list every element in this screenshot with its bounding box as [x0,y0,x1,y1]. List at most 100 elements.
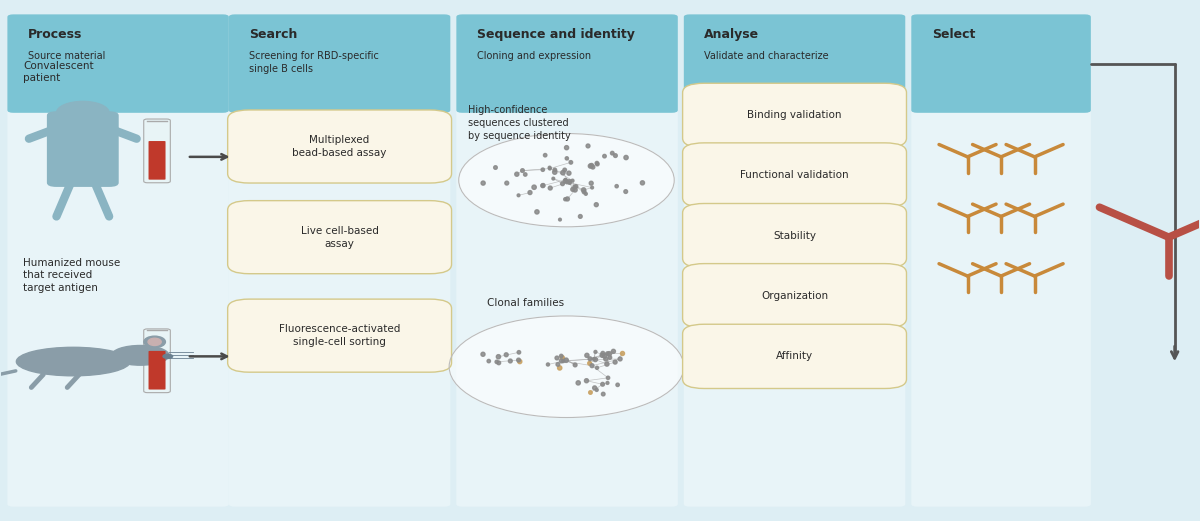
Circle shape [163,354,173,358]
Text: Affinity: Affinity [776,351,814,362]
Point [565,361,584,369]
Point [581,355,600,363]
FancyBboxPatch shape [228,201,451,274]
Text: Stability: Stability [773,231,816,241]
Circle shape [458,133,674,227]
Point [548,360,568,368]
Point [617,153,636,162]
Point [582,162,601,170]
Text: Organization: Organization [761,291,828,301]
Point [595,152,614,160]
Point [545,166,564,174]
Point [509,356,528,364]
Text: Fluorescence-activated
single-cell sorting: Fluorescence-activated single-cell sorti… [278,324,401,347]
Point [563,185,582,193]
FancyBboxPatch shape [229,15,450,506]
Point [527,208,546,216]
FancyBboxPatch shape [228,110,451,183]
FancyBboxPatch shape [47,111,119,187]
FancyBboxPatch shape [7,15,229,113]
Point [487,358,506,366]
Point [602,149,622,157]
FancyBboxPatch shape [683,264,906,328]
Text: Screening for RBD-specific
single B cells: Screening for RBD-specific single B cell… [250,51,379,74]
Point [556,176,575,184]
Point [559,169,578,177]
Text: Functional validation: Functional validation [740,170,848,180]
Point [616,188,635,196]
Point [540,165,559,173]
Point [582,183,601,192]
Point [490,358,509,367]
Point [497,351,516,359]
Point [606,152,625,160]
Point [488,353,508,361]
Ellipse shape [148,338,161,345]
Point [557,154,576,163]
FancyBboxPatch shape [684,15,905,113]
Point [556,195,575,203]
Point [575,188,594,196]
FancyBboxPatch shape [911,15,1091,506]
Point [512,166,532,175]
Point [598,360,617,368]
Point [562,158,581,167]
Point [578,142,598,150]
FancyBboxPatch shape [149,141,166,180]
Circle shape [449,316,684,417]
Point [581,162,600,170]
Point [560,179,580,187]
FancyBboxPatch shape [684,15,905,506]
Point [534,181,553,190]
Point [587,159,606,167]
Point [545,168,564,176]
Point [632,179,652,187]
Point [594,390,613,398]
Point [611,355,630,363]
Point [582,362,601,370]
Point [508,170,527,178]
Point [556,166,575,174]
FancyBboxPatch shape [683,204,906,268]
FancyBboxPatch shape [456,15,678,113]
Point [474,179,493,187]
Point [547,354,566,362]
Circle shape [56,102,109,124]
FancyBboxPatch shape [683,324,906,389]
Point [607,182,626,190]
Point [577,351,596,359]
Point [593,351,612,359]
Text: High-confidence
sequences clustered
by sequence identity: High-confidence sequences clustered by s… [468,105,571,141]
Text: Source material: Source material [28,51,106,60]
Point [540,164,559,172]
Point [553,353,572,362]
Text: Cloning and expression: Cloning and expression [476,51,590,60]
Text: Search: Search [250,28,298,41]
Ellipse shape [144,336,166,348]
Point [550,364,569,372]
Point [551,215,570,224]
Point [577,377,596,385]
Point [521,189,540,197]
Point [582,179,601,188]
Point [479,357,498,365]
Point [565,183,584,191]
Point [593,349,612,357]
Point [524,183,544,191]
Point [593,380,612,389]
FancyBboxPatch shape [229,15,450,113]
Point [552,352,571,360]
Text: Select: Select [931,28,976,41]
Point [486,164,505,172]
Point [606,358,625,366]
Point [539,361,558,369]
Ellipse shape [112,345,169,365]
Point [563,177,582,185]
FancyBboxPatch shape [911,15,1091,113]
Text: Live cell-based
assay: Live cell-based assay [301,226,378,249]
Point [600,350,619,358]
Point [598,350,617,358]
Point [535,151,554,159]
Point [584,355,604,363]
Point [509,348,528,356]
